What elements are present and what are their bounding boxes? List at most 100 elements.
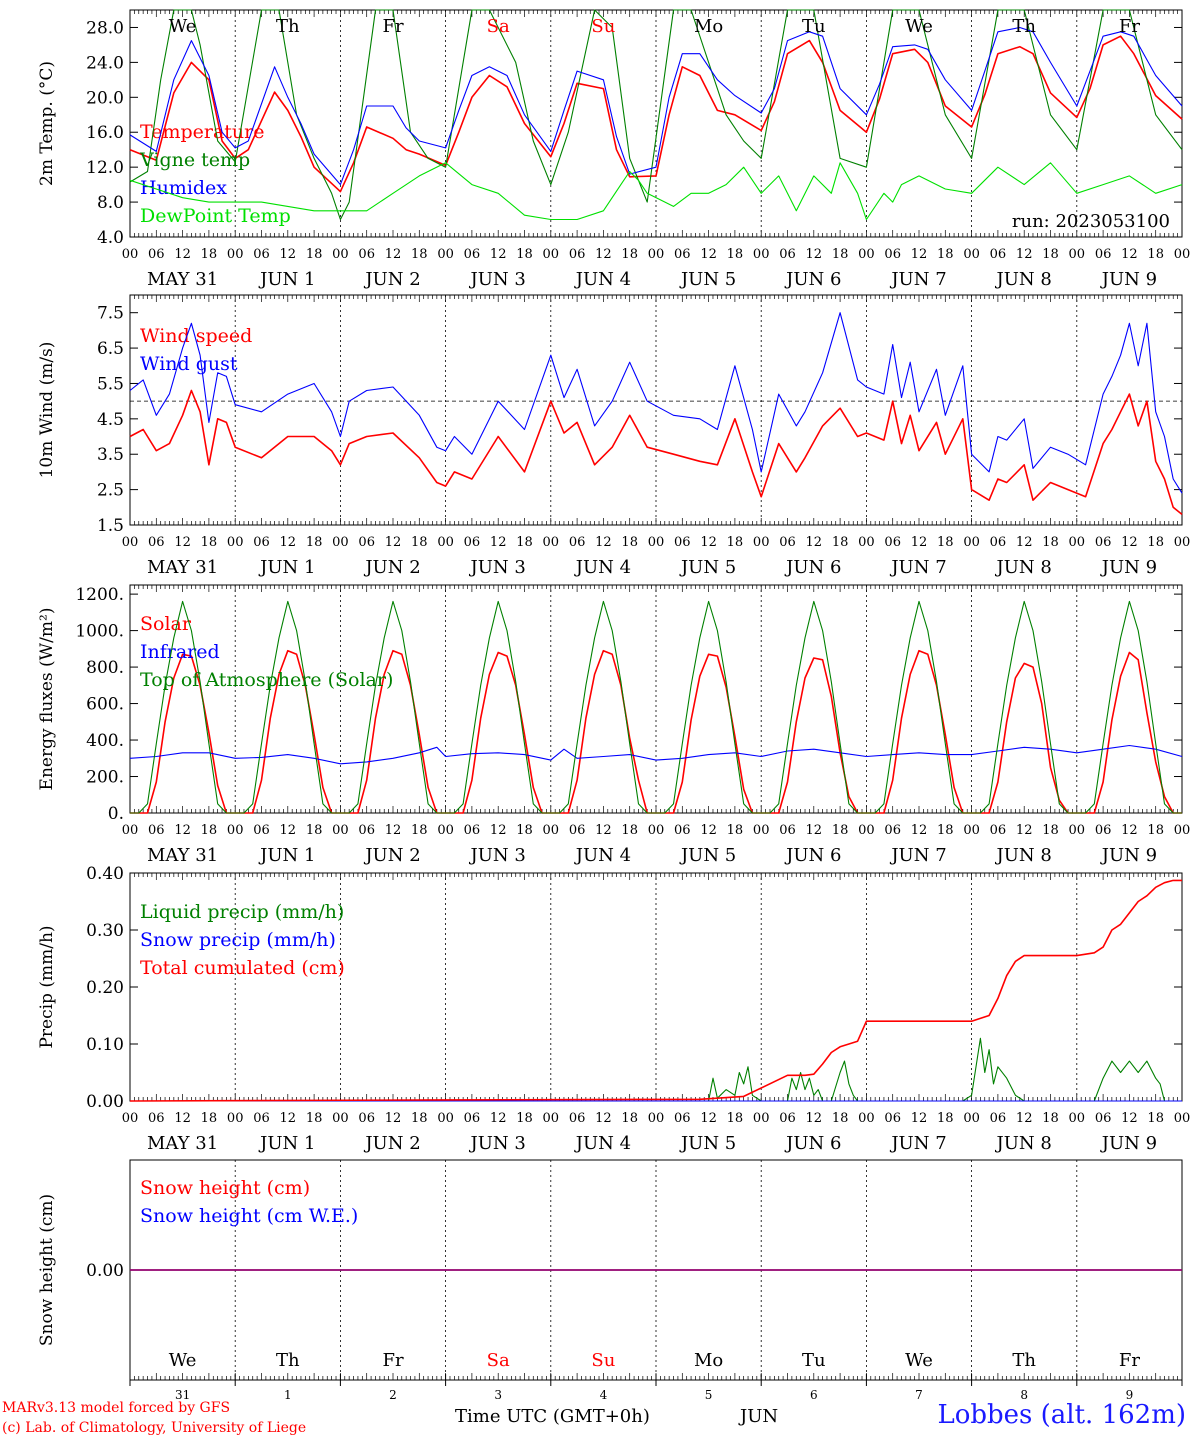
date-label: JUN 3	[469, 269, 526, 290]
hour-tick-label: 12	[280, 535, 297, 550]
hour-tick-label: 06	[253, 1111, 270, 1126]
weekday-label: Su	[591, 16, 615, 37]
hour-tick-label: 12	[490, 247, 507, 262]
weekday-label: Fr	[1119, 1350, 1140, 1371]
hour-tick-label: 00	[1069, 1111, 1086, 1126]
legend-entry: Liquid precip (mm/h)	[140, 901, 344, 923]
date-label: JUN 4	[574, 269, 631, 290]
hour-tick-label: 18	[621, 247, 638, 262]
weekday-label: Mo	[694, 16, 723, 37]
legend-entry: DewPoint Temp	[140, 205, 291, 227]
hour-tick-label: 12	[490, 1111, 507, 1126]
hour-tick-label: 12	[385, 1111, 402, 1126]
date-label: JUN 1	[258, 845, 315, 866]
weekday-label: Fr	[1119, 16, 1140, 37]
date-label: JUN 4	[574, 557, 631, 578]
plot-frame	[129, 584, 1183, 814]
y-tick-label: 0.00	[86, 1261, 124, 1281]
hour-tick-label: 06	[779, 823, 796, 838]
date-label: JUN 8	[995, 1133, 1052, 1154]
hour-tick-label: 18	[621, 823, 638, 838]
hour-tick-label: 00	[122, 535, 139, 550]
hour-tick-label: 12	[595, 1111, 612, 1126]
hour-tick-label: 18	[306, 823, 323, 838]
hour-tick-label: 06	[148, 247, 165, 262]
hour-tick-label: 06	[569, 1111, 586, 1126]
hour-tick-label: 00	[858, 823, 875, 838]
hour-tick-label: 12	[700, 1111, 717, 1126]
hour-tick-label: 18	[1042, 247, 1059, 262]
series-line-1	[129, 9, 1183, 221]
hour-tick-label: 12	[911, 535, 928, 550]
legend-entry: Humidex	[140, 177, 227, 199]
legend-entry: Snow height (cm W.E.)	[140, 1205, 358, 1227]
hour-tick-label: 00	[648, 247, 665, 262]
date-label: JUN 6	[784, 269, 841, 290]
y-axis-label: Snow height (cm)	[37, 1194, 57, 1346]
y-tick-label: 1200.	[75, 585, 124, 605]
weekday-label: We	[905, 1350, 933, 1371]
hour-tick-label: 18	[1042, 823, 1059, 838]
hour-tick-label: 06	[674, 535, 691, 550]
hour-tick-label: 00	[648, 535, 665, 550]
y-tick-label: 2.5	[97, 481, 124, 501]
y-tick-label: 5.5	[97, 374, 124, 394]
date-label: JUN 5	[679, 845, 736, 866]
hour-tick-label: 12	[700, 247, 717, 262]
hour-tick-label: 18	[306, 1111, 323, 1126]
y-tick-label: 1.5	[97, 516, 124, 536]
legend-entry: Temperature	[140, 121, 264, 143]
hour-tick-label: 06	[674, 1111, 691, 1126]
legend-entry: Vigne temp	[139, 149, 250, 171]
date-label: JUN 4	[574, 845, 631, 866]
date-label: MAY 31	[147, 1133, 218, 1154]
y-tick-label: 0.00	[86, 1092, 124, 1112]
hour-tick-label: 00	[753, 535, 770, 550]
wind-panel: 1.5 2.5 3.5 4.5 5.5 6.5 7.5 10m Wind (m/s) Wind …	[37, 294, 1190, 578]
legend-entry: Solar	[140, 613, 192, 635]
date-label: MAY 31	[147, 557, 218, 578]
y-tick-label: 200.	[86, 768, 124, 788]
hour-tick-label: 06	[464, 247, 481, 262]
hour-tick-label: 12	[911, 823, 928, 838]
date-label: JUN 9	[1100, 1133, 1157, 1154]
y-tick-label: 600.	[86, 695, 124, 715]
date-label: JUN 6	[784, 557, 841, 578]
legend-entry: Snow precip (mm/h)	[140, 929, 336, 951]
hour-tick-label: 00	[122, 823, 139, 838]
y-tick-label: 8.0	[97, 193, 124, 213]
hour-tick-label: 12	[490, 535, 507, 550]
hour-tick-label: 12	[595, 247, 612, 262]
hour-tick-label: 00	[543, 535, 560, 550]
weekday-label: Fr	[382, 1350, 403, 1371]
hour-tick-label: 18	[937, 1111, 954, 1126]
y-tick-label: 1000.	[75, 622, 124, 642]
hour-tick-label: 06	[358, 1111, 375, 1126]
hour-tick-label: 18	[516, 823, 533, 838]
hour-tick-label: 18	[411, 247, 428, 262]
hour-tick-label: 12	[806, 823, 823, 838]
y-tick-label: 0.30	[86, 921, 124, 941]
hour-tick-label: 12	[1121, 247, 1138, 262]
date-label: JUN 9	[1100, 845, 1157, 866]
hour-tick-label: 18	[1147, 247, 1164, 262]
hour-tick-label: 18	[621, 1111, 638, 1126]
station-name: Lobbes (alt. 162m)	[937, 1400, 1186, 1430]
weekday-label: Tu	[802, 1350, 826, 1371]
hour-tick-label: 06	[253, 247, 270, 262]
date-label: JUN 6	[784, 1133, 841, 1154]
hour-tick-label: 12	[385, 535, 402, 550]
date-label: JUN 5	[679, 1133, 736, 1154]
hour-tick-label: 06	[779, 1111, 796, 1126]
date-label: JUN 7	[889, 845, 946, 866]
hour-tick-label: 06	[569, 823, 586, 838]
hour-tick-label: 12	[174, 1111, 191, 1126]
day-number-label: 3	[494, 1388, 502, 1402]
date-label: MAY 31	[147, 845, 218, 866]
date-label: JUN 5	[679, 557, 736, 578]
hour-tick-label: 12	[1016, 535, 1033, 550]
y-tick-label: 800.	[86, 658, 124, 678]
hour-tick-label: 12	[806, 247, 823, 262]
hour-tick-label: 12	[174, 823, 191, 838]
hour-tick-label: 18	[832, 535, 849, 550]
